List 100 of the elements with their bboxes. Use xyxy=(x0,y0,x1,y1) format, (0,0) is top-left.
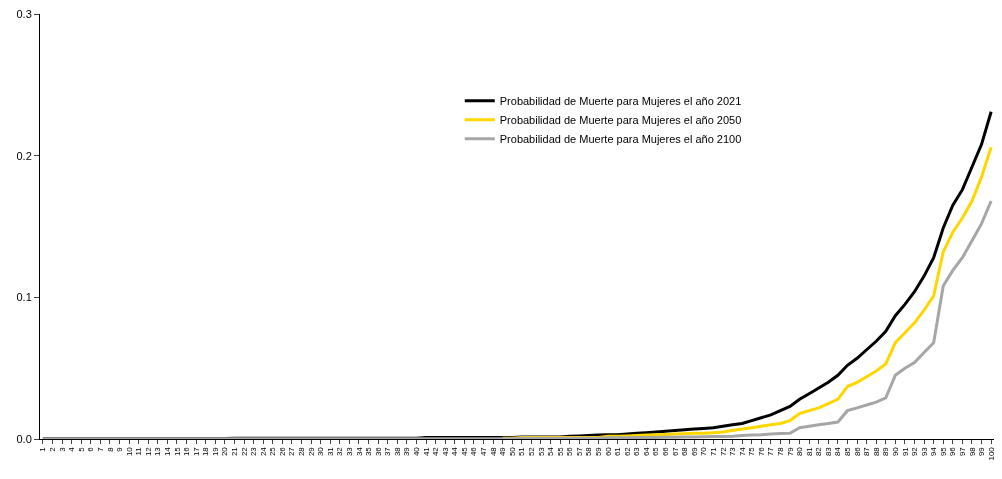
x-tick-label: 76 xyxy=(756,446,766,457)
x-tick-label: 13 xyxy=(153,446,163,457)
x-tick-label: 41 xyxy=(421,446,431,457)
x-tick-label: 4 xyxy=(67,446,77,452)
x-tick-label: 79 xyxy=(785,446,795,457)
x-tick-label: 50 xyxy=(507,446,517,457)
x-tick-label: 57 xyxy=(574,446,584,457)
x-tick-label: 38 xyxy=(392,446,402,457)
y-tick-label: 0.2 xyxy=(16,149,32,162)
x-tick-label: 64 xyxy=(641,446,651,457)
x-tick-label: 84 xyxy=(833,446,843,457)
x-tick-label: 54 xyxy=(546,446,556,457)
x-tick-label: 33 xyxy=(344,446,354,457)
x-tick-label: 75 xyxy=(747,446,757,457)
x-tick-label: 10 xyxy=(124,446,134,457)
x-tick-label: 77 xyxy=(766,446,776,457)
x-tick-label: 15 xyxy=(172,446,182,457)
x-tick-label: 30 xyxy=(316,446,326,457)
x-tick-label: 98 xyxy=(967,446,977,457)
x-tick-label: 7 xyxy=(95,446,105,452)
x-tick-label: 58 xyxy=(584,446,594,457)
x-tick-label: 78 xyxy=(776,446,785,457)
x-tick-label: 92 xyxy=(910,446,920,457)
x-tick-label: 91 xyxy=(900,446,910,457)
x-tick-label: 11 xyxy=(134,446,144,456)
x-tick-label: 67 xyxy=(670,446,680,457)
x-tick-label: 69 xyxy=(689,446,699,457)
x-tick-label: 27 xyxy=(287,446,297,457)
x-tick-label: 37 xyxy=(383,446,393,457)
x-tick-label: 96 xyxy=(948,446,958,457)
x-tick-label: 99 xyxy=(977,446,987,457)
x-tick-label: 73 xyxy=(728,446,738,457)
x-tick-label: 8 xyxy=(105,446,115,452)
y-tick-label: 0.3 xyxy=(16,7,32,20)
x-tick-label: 16 xyxy=(182,446,192,457)
x-tick-label: 12 xyxy=(143,446,153,457)
x-tick-label: 56 xyxy=(565,446,575,457)
legend-label: Probabilidad de Muerte para Mujeres el año 2050 xyxy=(499,114,742,127)
x-tick-label: 9 xyxy=(115,446,125,452)
x-tick-label: 47 xyxy=(479,446,489,457)
x-tick-label: 94 xyxy=(929,446,939,457)
x-tick-label: 3 xyxy=(57,446,67,452)
x-tick-label: 18 xyxy=(201,446,211,457)
x-tick-label: 45 xyxy=(459,446,469,457)
x-tick-label: 70 xyxy=(699,446,709,457)
x-tick-label: 80 xyxy=(795,446,805,457)
x-tick-label: 55 xyxy=(555,446,565,457)
x-tick-label: 29 xyxy=(306,446,316,457)
x-tick-label: 100 xyxy=(986,446,996,461)
x-tick-label: 24 xyxy=(258,446,268,457)
x-tick-label: 65 xyxy=(651,446,661,457)
x-tick-label: 2 xyxy=(48,446,58,452)
x-tick-label: 21 xyxy=(230,446,240,457)
x-tick-label: 82 xyxy=(814,446,824,457)
x-tick-label: 81 xyxy=(804,446,814,457)
x-tick-label: 97 xyxy=(957,446,967,457)
x-tick-label: 83 xyxy=(823,446,833,457)
x-tick-label: 31 xyxy=(325,446,335,457)
x-tick-label: 19 xyxy=(210,446,220,457)
y-tick-label: 0.1 xyxy=(16,291,32,304)
x-tick-label: 14 xyxy=(162,446,172,457)
x-tick-label: 17 xyxy=(191,446,201,457)
x-tick-label: 74 xyxy=(737,446,747,457)
x-tick-label: 22 xyxy=(239,446,249,457)
x-tick-label: 68 xyxy=(680,446,690,457)
x-tick-label: 93 xyxy=(919,446,929,457)
x-tick-label: 36 xyxy=(373,446,383,457)
x-tick-label: 89 xyxy=(881,446,891,457)
x-tick-label: 28 xyxy=(297,446,307,457)
x-tick-label: 35 xyxy=(364,446,374,457)
x-tick-label: 20 xyxy=(220,446,230,457)
x-tick-label: 59 xyxy=(594,446,604,457)
x-tick-label: 42 xyxy=(431,446,441,457)
legend-label: Probabilidad de Muerte para Mujeres el año 2021 xyxy=(499,95,742,108)
x-tick-label: 71 xyxy=(708,446,718,457)
x-tick-label: 88 xyxy=(871,446,881,457)
x-tick-label: 85 xyxy=(843,446,853,457)
x-tick-label: 44 xyxy=(450,446,460,457)
x-tick-label: 46 xyxy=(469,446,479,457)
x-tick-label: 26 xyxy=(277,446,287,457)
x-tick-label: 5 xyxy=(76,446,86,452)
x-tick-label: 60 xyxy=(603,446,613,457)
x-tick-label: 25 xyxy=(268,446,278,457)
x-tick-label: 53 xyxy=(536,446,546,457)
x-tick-label: 63 xyxy=(632,446,642,457)
x-tick-label: 40 xyxy=(412,446,422,457)
x-tick-label: 23 xyxy=(249,446,259,457)
x-tick-label: 61 xyxy=(613,446,623,457)
x-tick-label: 52 xyxy=(526,446,536,457)
x-tick-label: 87 xyxy=(862,446,872,457)
x-tick-label: 95 xyxy=(938,446,948,457)
x-tick-label: 1 xyxy=(38,446,48,452)
x-tick-label: 66 xyxy=(661,446,671,457)
legend-label: Probabilidad de Muerte para Mujeres el año 2100 xyxy=(499,133,742,146)
x-tick-label: 49 xyxy=(498,446,508,457)
x-tick-label: 43 xyxy=(440,446,450,457)
x-tick-label: 48 xyxy=(488,446,498,457)
x-tick-label: 86 xyxy=(852,446,862,457)
x-tick-label: 51 xyxy=(517,446,527,457)
x-tick-label: 39 xyxy=(402,446,412,457)
